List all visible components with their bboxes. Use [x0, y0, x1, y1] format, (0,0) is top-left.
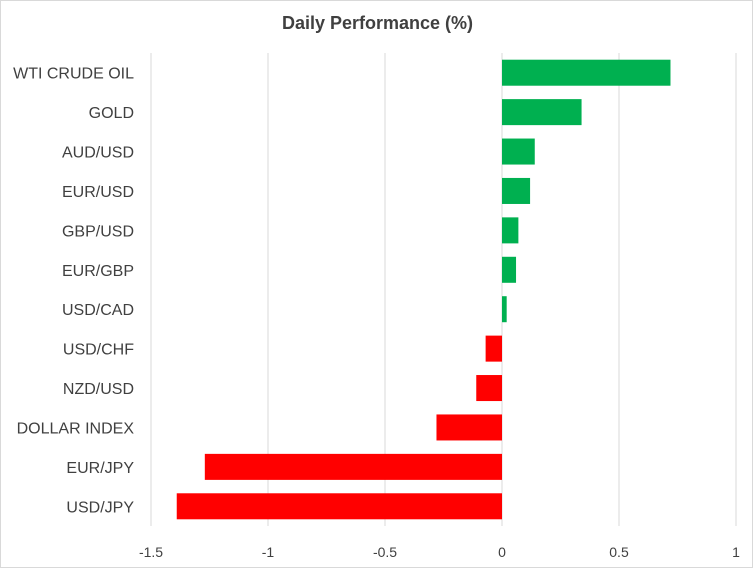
bar-eur-gbp — [502, 256, 517, 283]
bar-gbp-usd — [502, 217, 519, 244]
category-label-eur-jpy: EUR/JPY — [66, 460, 134, 477]
category-label-aud-usd: AUD/USD — [62, 145, 134, 162]
bar-eur-jpy — [204, 453, 502, 480]
category-label-gbp-usd: GBP/USD — [62, 223, 134, 240]
gridlines — [150, 53, 737, 526]
x-axis-tick-labels: -1.5 -1 -0.5 0 0.5 1 — [139, 544, 740, 560]
category-label-usd-jpy: USD/JPY — [66, 499, 134, 516]
bar-usd-jpy — [176, 493, 503, 520]
bar-nzd-usd — [476, 375, 502, 402]
x-tick-label: -1.5 — [139, 544, 163, 560]
x-tick-label: 0 — [498, 544, 506, 560]
bar-usd-cad — [502, 296, 507, 323]
bar-wti-crude-oil — [502, 59, 671, 86]
x-tick-label: 0.5 — [609, 544, 629, 560]
bar-eur-usd — [502, 177, 531, 204]
category-label-eur-gbp: EUR/GBP — [62, 263, 134, 280]
category-label-usd-cad: USD/CAD — [62, 302, 134, 319]
category-labels: WTI CRUDE OIL GOLD AUD/USD EUR/USD GBP/USD EU… — [13, 66, 134, 517]
bar-usd-chf — [485, 335, 502, 362]
bar-aud-usd — [502, 138, 535, 165]
chart-title: Daily Performance (%) — [281, 13, 474, 33]
x-tick-label: -1 — [262, 544, 275, 560]
x-tick-label: 1 — [732, 544, 740, 560]
x-tick-label: -0.5 — [373, 544, 397, 560]
category-label-wti-crude-oil: WTI CRUDE OIL — [13, 66, 134, 83]
category-label-gold: GOLD — [89, 105, 134, 122]
bar-dollar-index — [436, 414, 502, 441]
bars — [176, 59, 671, 520]
bar-gold — [502, 99, 582, 126]
category-label-dollar-index: DOLLAR INDEX — [17, 420, 135, 437]
category-label-eur-usd: EUR/USD — [62, 184, 134, 201]
category-label-usd-chf: USD/CHF — [63, 342, 134, 359]
category-label-nzd-usd: NZD/USD — [63, 381, 134, 398]
